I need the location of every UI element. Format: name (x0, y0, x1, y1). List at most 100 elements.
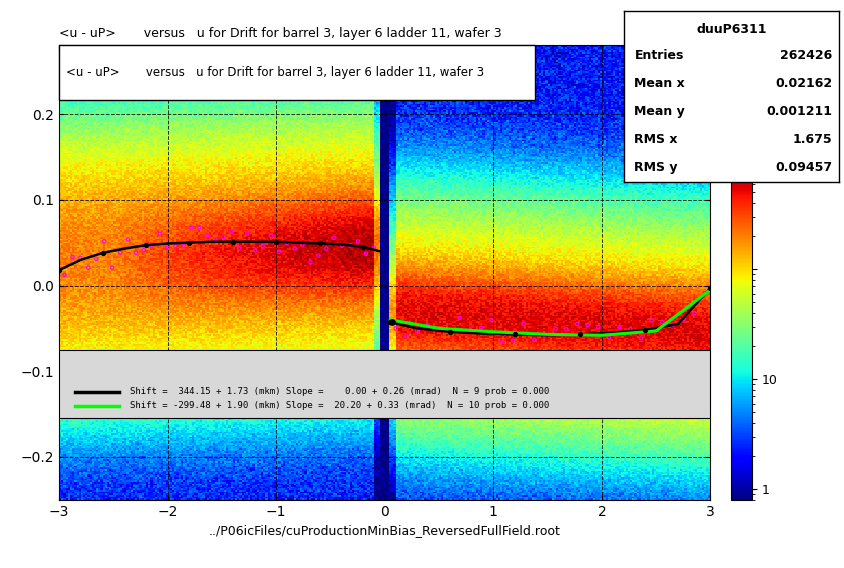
Point (176, 241, 190, 250)
Point (66, 252, 79, 261)
Point (665, 320, 679, 329)
Point (82, 263, 95, 272)
Point (312, 239, 326, 248)
Point (570, 319, 583, 328)
Point (311, 251, 325, 260)
Text: <u - uP>       versus   u for Drift for barrel 3, layer 6 ladder 11, wafer 3: <u - uP> versus u for Drift for barrel 3… (66, 66, 484, 79)
Text: RMS y: RMS y (634, 161, 677, 174)
Point (256, 241, 269, 250)
Text: duuP6311: duuP6311 (695, 23, 766, 36)
Point (169, 241, 182, 250)
Point (559, 325, 572, 334)
Point (319, 244, 333, 253)
Point (602, 333, 615, 342)
Point (527, 335, 540, 344)
Point (97, 237, 111, 246)
Point (240, 229, 253, 238)
Point (269, 237, 283, 247)
Point (442, 327, 456, 336)
Point (200, 231, 214, 240)
Point (591, 323, 604, 332)
Text: Mean y: Mean y (634, 105, 684, 118)
Point (644, 316, 657, 325)
X-axis label: ../P06icFiles/cuProductionMinBias_ReversedFullField.root: ../P06icFiles/cuProductionMinBias_Revers… (208, 524, 560, 537)
Point (153, 229, 166, 239)
Point (549, 324, 562, 333)
Text: Entries: Entries (634, 49, 683, 62)
Point (399, 332, 413, 341)
Point (420, 321, 434, 331)
Text: 1.675: 1.675 (792, 133, 831, 146)
Point (473, 323, 487, 332)
Text: 0.09457: 0.09457 (775, 161, 831, 174)
Point (343, 241, 356, 250)
Point (137, 245, 150, 254)
Point (95, 248, 109, 257)
Point (367, 243, 381, 252)
Text: 0.001211: 0.001211 (766, 105, 831, 118)
Point (160, 243, 174, 252)
Point (295, 240, 309, 249)
Point (192, 223, 206, 232)
Point (327, 233, 341, 242)
Point (122, 235, 135, 244)
Bar (59, 350, 710, 419)
Point (113, 248, 127, 257)
Point (538, 331, 551, 340)
Point (248, 246, 262, 255)
Point (89, 254, 103, 264)
Point (279, 239, 293, 248)
Point (356, 243, 370, 252)
Point (303, 258, 316, 267)
Point (288, 244, 301, 253)
Point (484, 316, 498, 325)
Point (508, 330, 522, 339)
Point (139, 241, 153, 250)
Point (383, 318, 397, 327)
Point (612, 323, 625, 332)
Point (208, 235, 222, 244)
Point (57, 270, 71, 279)
FancyBboxPatch shape (59, 45, 534, 100)
Point (182, 238, 196, 247)
Point (495, 337, 508, 346)
Point (226, 237, 240, 247)
Text: Shift = -299.48 + 1.90 (mkm) Slope =  20.20 + 0.33 (mrad)  N = 10 prob = 0.000: Shift = -299.48 + 1.90 (mkm) Slope = 20.… (129, 401, 549, 410)
Point (697, 289, 711, 298)
Point (463, 326, 477, 335)
Point (52, 265, 66, 274)
Text: 0.02162: 0.02162 (775, 77, 831, 90)
Point (573, 330, 587, 339)
Point (335, 241, 349, 250)
Point (431, 324, 445, 333)
Point (385, 318, 398, 327)
Point (359, 249, 372, 258)
Point (351, 237, 365, 246)
Point (388, 324, 402, 333)
Point (634, 334, 647, 343)
Point (129, 248, 143, 257)
Point (225, 227, 238, 236)
Point (506, 336, 519, 345)
Point (703, 283, 717, 293)
Text: <u - uP>       versus   u for Drift for barrel 3, layer 6 ladder 11, wafer 3: <u - uP> versus u for Drift for barrel 3… (59, 27, 501, 40)
Point (687, 308, 701, 318)
Point (655, 318, 668, 327)
Point (73, 253, 87, 262)
Text: 262426: 262426 (780, 49, 831, 62)
Point (106, 263, 119, 272)
Point (580, 320, 593, 329)
Point (409, 326, 423, 335)
Point (232, 244, 246, 253)
Point (272, 247, 285, 256)
Point (517, 320, 530, 329)
Point (441, 327, 455, 336)
Point (216, 232, 230, 241)
Text: Mean x: Mean x (634, 77, 684, 90)
Point (638, 325, 652, 335)
Text: Shift =  344.15 + 1.73 (mkm) Slope =    0.00 + 0.26 (mrad)  N = 9 prob = 0.000: Shift = 344.15 + 1.73 (mkm) Slope = 0.00… (129, 387, 549, 396)
Point (185, 223, 198, 232)
Point (145, 241, 159, 250)
Point (676, 315, 690, 324)
Point (623, 325, 636, 334)
